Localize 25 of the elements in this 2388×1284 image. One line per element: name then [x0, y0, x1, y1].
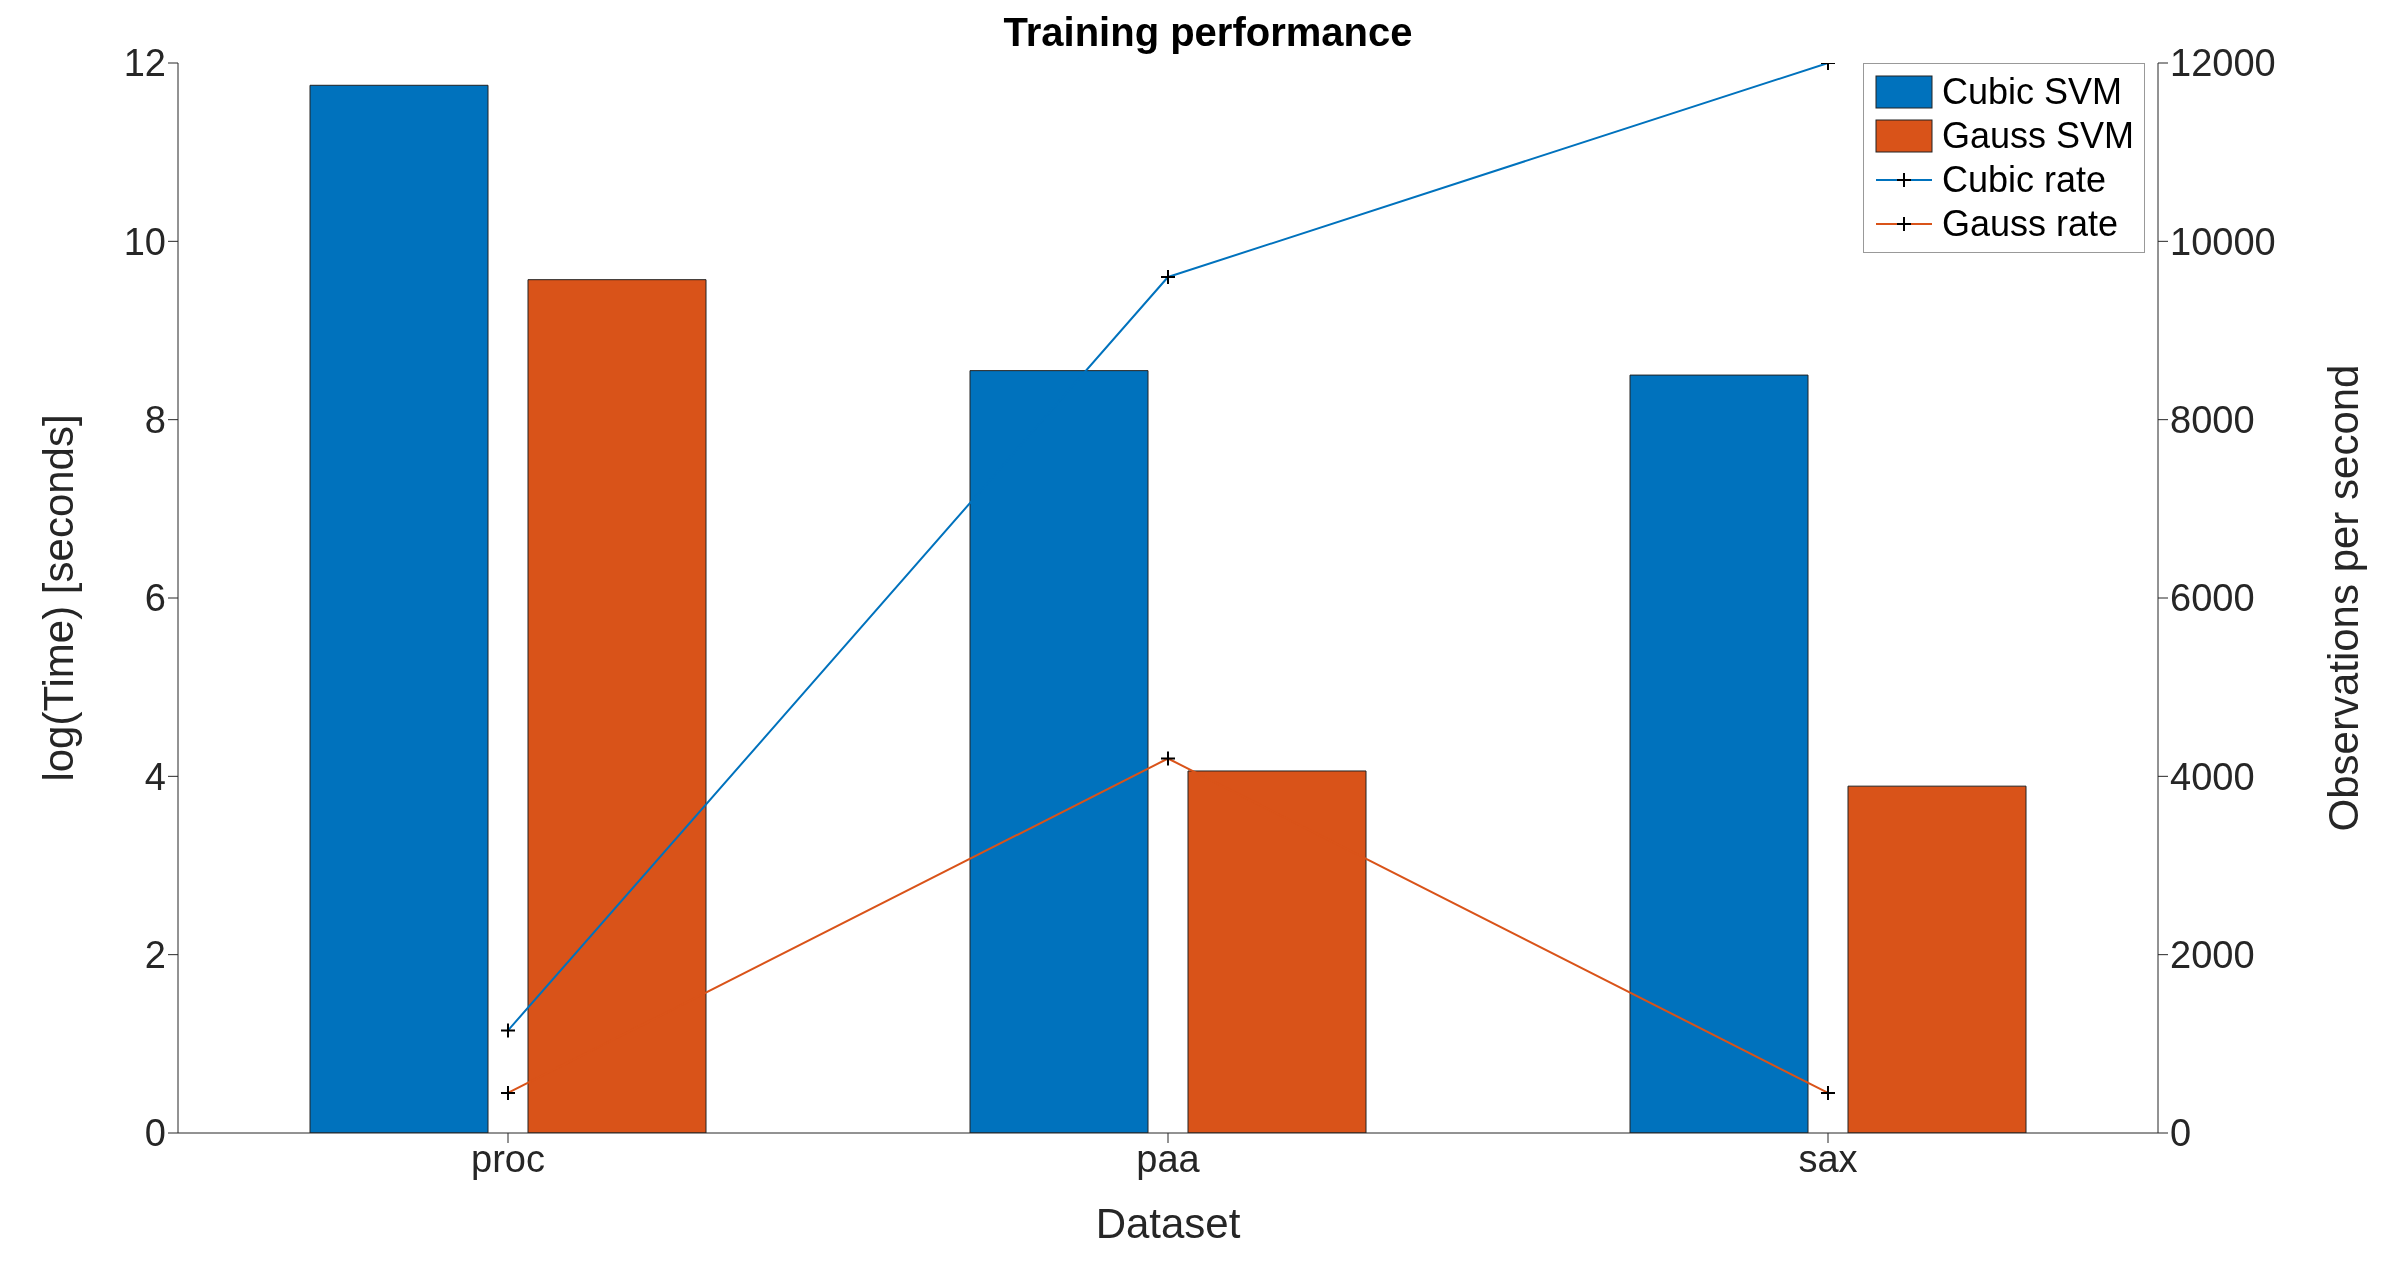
y2-tick-label: 10000 — [2170, 220, 2276, 263]
y-tick-label: 8 — [144, 399, 166, 442]
legend-label: Cubic rate — [1942, 158, 2107, 202]
y2-tick-label: 12000 — [2170, 42, 2276, 85]
y-tick-label: 10 — [123, 220, 166, 263]
y2-tick-label: 4000 — [2170, 755, 2255, 798]
y-axis-title: log(Time) [seconds] — [34, 414, 82, 782]
y2-axis-title: Observations per second — [2319, 364, 2367, 832]
x-axis-title: Dataset — [1095, 1200, 1241, 1247]
legend-label: Cubic SVM — [1942, 70, 2123, 114]
y2-tick-label: 2000 — [2170, 934, 2255, 977]
y2-tick-label: 8000 — [2170, 399, 2255, 442]
y-tick-label: 2 — [144, 934, 166, 977]
y2-tick-label: 0 — [2170, 1112, 2192, 1155]
y-tick-label: 4 — [144, 755, 166, 798]
y-tick-label: 0 — [144, 1112, 166, 1155]
legend-label: Gauss rate — [1942, 202, 2119, 246]
x-tick-label: proc — [471, 1137, 545, 1180]
x-tick-label: sax — [1798, 1137, 1858, 1180]
legend-label: Gauss SVM — [1942, 114, 2135, 158]
y2-tick-label: 6000 — [2170, 577, 2255, 620]
chart-title: Training performance — [1003, 10, 1413, 54]
y-tick-label: 6 — [144, 577, 166, 620]
x-tick-label: paa — [1136, 1137, 1201, 1180]
y-tick-label: 12 — [123, 42, 166, 85]
